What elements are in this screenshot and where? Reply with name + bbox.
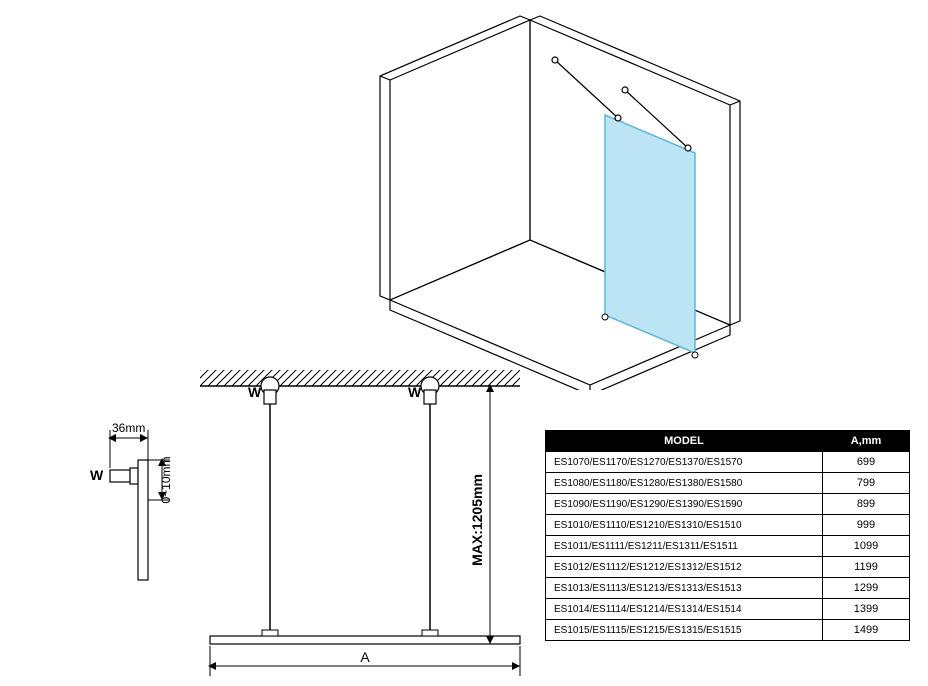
table-row: ES1013/ES1113/ES1213/ES1313/ES15131299 <box>546 578 910 599</box>
cell-amm: 699 <box>823 452 910 473</box>
table-row: ES1080/ES1180/ES1280/ES1380/ES1580799 <box>546 473 910 494</box>
label-36mm: 36mm <box>112 421 145 435</box>
table-header-row: MODEL A,mm <box>546 431 910 452</box>
label-W-detail: W <box>90 467 104 483</box>
table-row: ES1014/ES1114/ES1214/ES1314/ES15141399 <box>546 599 910 620</box>
isometric-view <box>350 10 770 390</box>
cell-amm: 1199 <box>823 557 910 578</box>
cell-model: ES1090/ES1190/ES1290/ES1390/ES1590 <box>546 494 823 515</box>
cell-amm: 1299 <box>823 578 910 599</box>
table-row: ES1012/ES1112/ES1212/ES1312/ES15121199 <box>546 557 910 578</box>
table-row: ES1010/ES1110/ES1210/ES1310/ES1510999 <box>546 515 910 536</box>
cell-model: ES1080/ES1180/ES1280/ES1380/ES1580 <box>546 473 823 494</box>
col-amm: A,mm <box>823 431 910 452</box>
cell-model: ES1012/ES1112/ES1212/ES1312/ES1512 <box>546 557 823 578</box>
table-row: ES1015/ES1115/ES1215/ES1315/ES15151499 <box>546 620 910 641</box>
label-max-height: MAX:1205mm <box>469 474 485 566</box>
front-view: W W MAX:1205mm A <box>50 360 540 680</box>
cell-model: ES1010/ES1110/ES1210/ES1310/ES1510 <box>546 515 823 536</box>
diagram-stage: W W MAX:1205mm A <box>0 0 928 686</box>
label-A: A <box>360 649 370 665</box>
table-row: ES1070/ES1170/ES1270/ES1370/ES1570699 <box>546 452 910 473</box>
label-W-2: W <box>408 384 422 400</box>
cell-amm: 1499 <box>823 620 910 641</box>
cell-amm: 799 <box>823 473 910 494</box>
model-table: MODEL A,mm ES1070/ES1170/ES1270/ES1370/E… <box>545 430 910 641</box>
cell-model: ES1014/ES1114/ES1214/ES1314/ES1514 <box>546 599 823 620</box>
label-W-1: W <box>248 384 262 400</box>
cell-amm: 1399 <box>823 599 910 620</box>
mount-detail: W 36mm 0~10mm <box>90 421 173 580</box>
cell-model: ES1015/ES1115/ES1215/ES1315/ES1515 <box>546 620 823 641</box>
cell-model: ES1013/ES1113/ES1213/ES1313/ES1513 <box>546 578 823 599</box>
table-row: ES1090/ES1190/ES1290/ES1390/ES1590899 <box>546 494 910 515</box>
label-0-10mm: 0~10mm <box>159 456 173 503</box>
cell-amm: 899 <box>823 494 910 515</box>
cell-amm: 1099 <box>823 536 910 557</box>
col-model: MODEL <box>546 431 823 452</box>
cell-model: ES1011/ES1111/ES1211/ES1311/ES1511 <box>546 536 823 557</box>
glass-panel <box>605 115 695 353</box>
cell-amm: 999 <box>823 515 910 536</box>
table-row: ES1011/ES1111/ES1211/ES1311/ES15111099 <box>546 536 910 557</box>
cell-model: ES1070/ES1170/ES1270/ES1370/ES1570 <box>546 452 823 473</box>
